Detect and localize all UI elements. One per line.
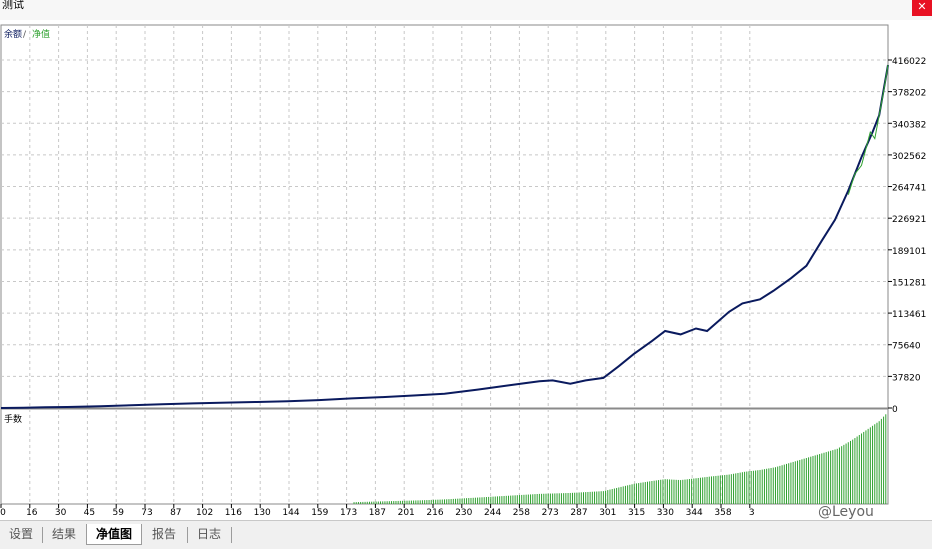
x-tick-label: 3 (749, 508, 755, 518)
lots-chart-frame (0, 408, 889, 505)
x-tick-label: 216 (426, 508, 443, 518)
legend-balance: 余额 (4, 28, 22, 40)
close-button[interactable]: ✕ (912, 0, 932, 16)
x-tick-label: 258 (513, 508, 530, 518)
y-tick-label: 37820 (892, 373, 921, 383)
tab-bar: 设置 结果 净值图 报告 日志 (0, 520, 932, 549)
x-tick-label: 187 (369, 508, 386, 518)
window-title: 测试 (2, 0, 24, 11)
x-tick-label: 344 (686, 508, 703, 518)
y-tick-label: 416022 (892, 57, 926, 67)
x-tick-label: 144 (282, 508, 299, 518)
tab-separator (42, 527, 43, 543)
y-tick-label: 340382 (892, 120, 926, 130)
legend-equity: 净值 (32, 28, 50, 40)
tab-settings[interactable]: 设置 (8, 527, 33, 541)
x-tick-label: 273 (542, 508, 559, 518)
x-tick-label: 201 (398, 508, 415, 518)
lots-histogram (353, 414, 887, 504)
tab-journal[interactable]: 日志 (196, 527, 221, 541)
equity-chart: 416022 378202 340382 302562 264741 226921 1891… (0, 24, 926, 518)
y-tick-label: 302562 (892, 152, 926, 162)
y-tick-label: 378202 (892, 89, 926, 99)
x-tick-label: 330 (657, 508, 674, 518)
tab-results[interactable]: 结果 (51, 527, 76, 541)
x-tick-label: 116 (225, 508, 242, 518)
x-tick-label: 244 (484, 508, 501, 518)
y-tick-label: 113461 (892, 310, 926, 320)
x-tick-label: 102 (196, 508, 213, 518)
tab-equity-chart[interactable]: 净值图 (86, 524, 142, 545)
x-tick-label: 130 (254, 508, 271, 518)
y-tick-label: 75640 (892, 342, 921, 352)
y-tick-label: 189101 (892, 247, 926, 257)
tab-separator (231, 527, 232, 543)
x-tick-label: 230 (455, 508, 472, 518)
x-tick-label: 87 (170, 508, 181, 518)
x-tick-label: 159 (311, 508, 328, 518)
watermark: @Leyou (818, 504, 874, 520)
balance-line (0, 64, 889, 409)
x-tick-label: 73 (141, 508, 152, 518)
x-tick-label: 0 (0, 508, 6, 518)
x-tick-label: 358 (714, 508, 731, 518)
x-tick-label: 315 (628, 508, 645, 518)
chart-panel: 416022 378202 340382 302562 264741 226921 1891… (0, 20, 932, 520)
lots-label: 手数 (4, 413, 22, 425)
x-tick-label: 287 (570, 508, 587, 518)
series-lines (0, 64, 889, 409)
x-tick-label: 16 (26, 508, 38, 518)
main-chart-frame (0, 24, 889, 409)
x-tick-label: 45 (84, 508, 95, 518)
x-tick-label: 59 (112, 508, 124, 518)
y-tick-label: 0 (892, 405, 898, 415)
x-tick-label: 173 (340, 508, 357, 518)
tab-report[interactable]: 报告 (151, 527, 176, 541)
x-tick-label: 301 (599, 508, 616, 518)
y-axis-ticks: 416022 378202 340382 302562 264741 226921 1891… (888, 57, 926, 415)
equity-line (847, 64, 889, 195)
tab-separator (187, 527, 188, 543)
title-bar: 测试 ✕ (0, 0, 932, 20)
y-tick-label: 151281 (892, 278, 926, 288)
y-tick-label: 226921 (892, 215, 926, 225)
x-axis-ticks: 0 16 30 45 59 73 87 102 116 130 144 159 173 187 201 216… (0, 504, 755, 518)
x-tick-label: 30 (55, 508, 67, 518)
legend-separator: / (23, 30, 27, 40)
grid (1, 25, 888, 504)
y-tick-label: 264741 (892, 184, 926, 194)
